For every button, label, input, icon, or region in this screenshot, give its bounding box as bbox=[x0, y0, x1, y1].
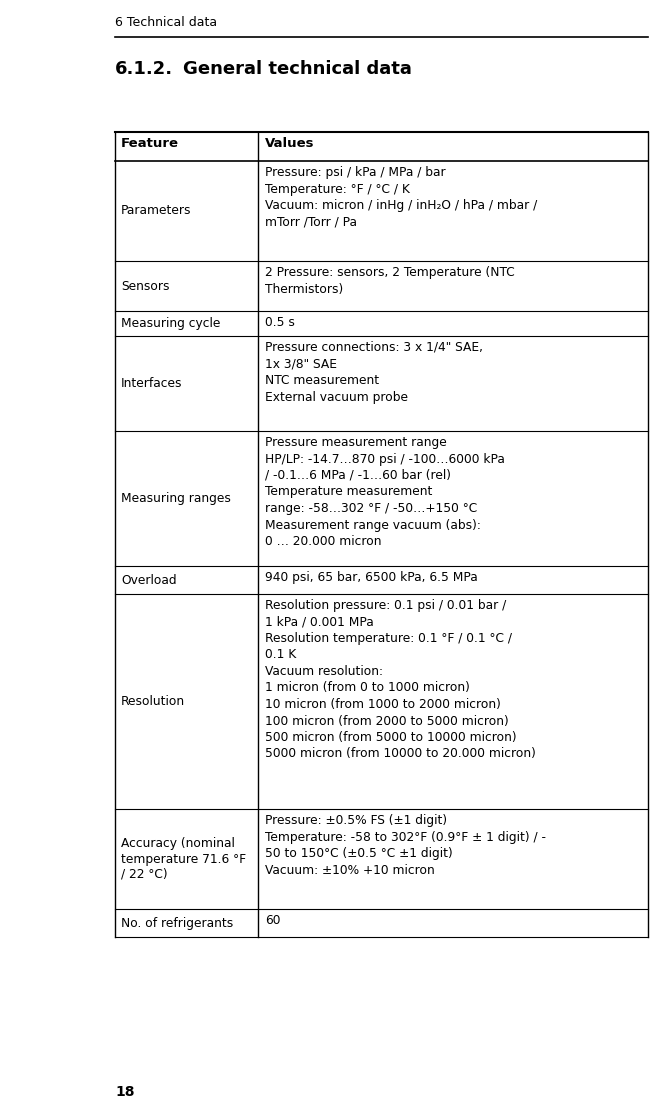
Text: Pressure: psi / kPa / MPa / bar
Temperature: °F / °C / K
Vacuum: micron / inHg /: Pressure: psi / kPa / MPa / bar Temperat… bbox=[265, 166, 537, 229]
Text: Measuring ranges: Measuring ranges bbox=[121, 492, 231, 505]
Text: Accuracy (nominal
temperature 71.6 °F
/ 22 °C): Accuracy (nominal temperature 71.6 °F / … bbox=[121, 838, 246, 880]
Text: Interfaces: Interfaces bbox=[121, 377, 182, 390]
Text: General technical data: General technical data bbox=[183, 60, 412, 78]
Text: 6 Technical data: 6 Technical data bbox=[115, 16, 217, 29]
Text: 60: 60 bbox=[265, 914, 281, 927]
Text: Overload: Overload bbox=[121, 574, 176, 586]
Text: 940 psi, 65 bar, 6500 kPa, 6.5 MPa: 940 psi, 65 bar, 6500 kPa, 6.5 MPa bbox=[265, 571, 478, 584]
Text: Pressure measurement range
HP/LP: -14.7…870 psi / -100…6000 kPa
/ -0.1…6 MPa / -: Pressure measurement range HP/LP: -14.7…… bbox=[265, 436, 505, 548]
Text: Resolution: Resolution bbox=[121, 695, 185, 708]
Text: Resolution pressure: 0.1 psi / 0.01 bar /
1 kPa / 0.001 MPa
Resolution temperatu: Resolution pressure: 0.1 psi / 0.01 bar … bbox=[265, 599, 536, 760]
Text: 6.1.2.: 6.1.2. bbox=[115, 60, 173, 78]
Text: 2 Pressure: sensors, 2 Temperature (NTC
Thermistors): 2 Pressure: sensors, 2 Temperature (NTC … bbox=[265, 266, 514, 295]
Text: No. of refrigerants: No. of refrigerants bbox=[121, 917, 233, 929]
Text: Parameters: Parameters bbox=[121, 204, 192, 218]
Text: Measuring cycle: Measuring cycle bbox=[121, 317, 220, 330]
Text: 18: 18 bbox=[115, 1084, 134, 1099]
Text: 0.5 s: 0.5 s bbox=[265, 316, 295, 329]
Text: Feature: Feature bbox=[121, 137, 179, 150]
Text: Values: Values bbox=[265, 137, 315, 150]
Text: Sensors: Sensors bbox=[121, 280, 170, 293]
Text: Pressure: ±0.5% FS (±1 digit)
Temperature: -58 to 302°F (0.9°F ± 1 digit) / -
50: Pressure: ±0.5% FS (±1 digit) Temperatur… bbox=[265, 814, 546, 877]
Text: Pressure connections: 3 x 1/4" SAE,
1x 3/8" SAE
NTC measurement
External vacuum : Pressure connections: 3 x 1/4" SAE, 1x 3… bbox=[265, 341, 483, 404]
